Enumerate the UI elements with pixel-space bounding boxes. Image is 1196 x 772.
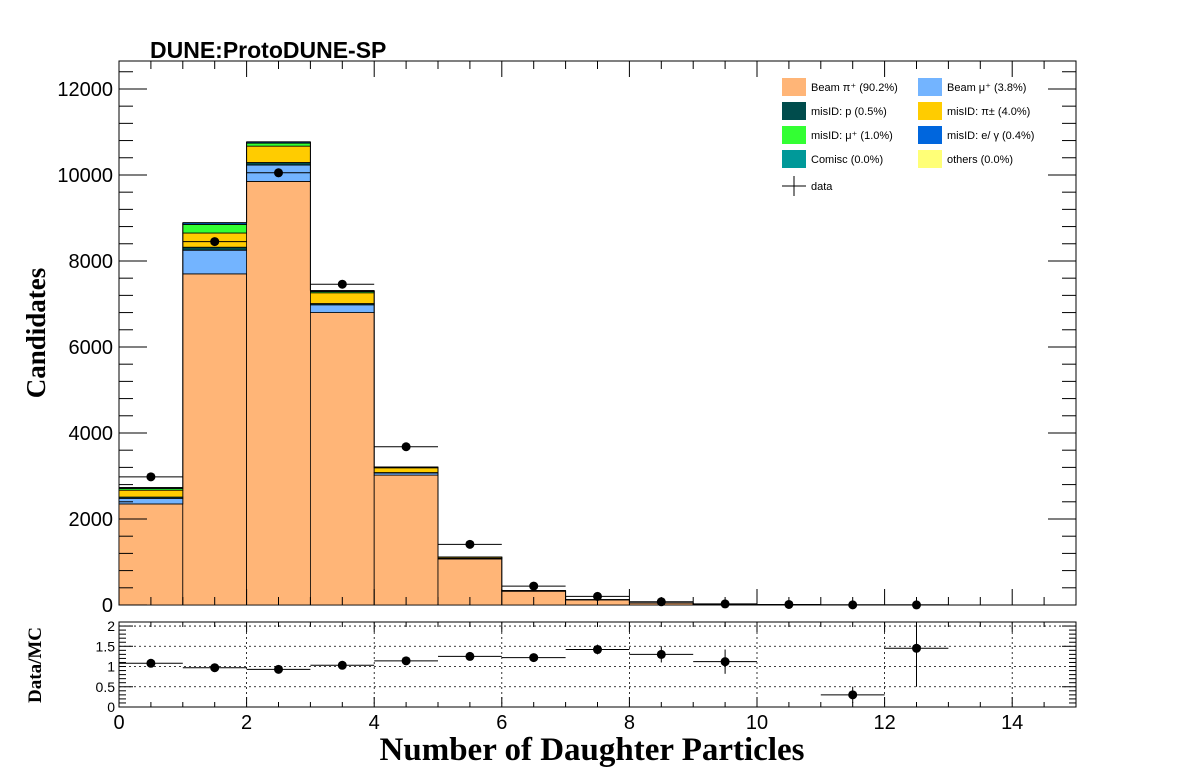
bar-segment bbox=[182, 246, 248, 251]
bar-segment bbox=[182, 224, 248, 234]
legend-label-data: data bbox=[811, 181, 833, 193]
x-tick-label: 4 bbox=[369, 712, 380, 734]
ratio-grid bbox=[119, 622, 1076, 707]
y-tick-label: 6000 bbox=[69, 337, 114, 359]
legend-label: misID: p (0.5%) bbox=[811, 106, 887, 118]
legend-label: Beam π⁺ (90.2%) bbox=[811, 82, 898, 94]
data-point bbox=[146, 472, 156, 482]
x-tick-label: 10 bbox=[746, 712, 768, 734]
ratio-point bbox=[210, 663, 220, 673]
ratio-point bbox=[274, 664, 283, 674]
bar-segment bbox=[309, 304, 375, 313]
y-axis-label: Candidates bbox=[21, 268, 51, 399]
ratio-point bbox=[465, 651, 475, 661]
y-tick-label: 0 bbox=[102, 595, 113, 617]
data-point bbox=[720, 599, 730, 609]
y-tick-label: 4000 bbox=[69, 423, 114, 445]
ratio-y-tick-label: 1 bbox=[107, 659, 115, 675]
bar-segment bbox=[118, 489, 184, 498]
legend-swatch bbox=[918, 102, 942, 120]
legend-swatch bbox=[918, 150, 942, 168]
data-point bbox=[274, 168, 283, 178]
legend-label: Beam μ⁺ (3.8%) bbox=[947, 82, 1026, 94]
legend-swatch bbox=[918, 126, 942, 144]
ratio-point bbox=[146, 658, 156, 668]
legend-swatch bbox=[782, 126, 806, 144]
ratio-points bbox=[119, 622, 949, 703]
ratio-point bbox=[529, 653, 539, 663]
bar-segment bbox=[373, 467, 439, 473]
x-tick-label: 6 bbox=[496, 712, 507, 734]
data-point bbox=[656, 597, 666, 607]
ratio-plot-frame bbox=[118, 621, 1077, 708]
x-tick-label: 8 bbox=[624, 712, 635, 734]
data-point bbox=[465, 539, 475, 549]
y-tick-label: 12000 bbox=[57, 79, 113, 101]
data-point bbox=[401, 442, 411, 452]
ratio-axes: 0 0.5 1 1.5 2 0 2 4 6 8 10 12 14 bbox=[96, 618, 1077, 734]
ratio-y-tick-label: 0.5 bbox=[96, 679, 116, 695]
ratio-point bbox=[912, 643, 921, 653]
y-tick-label: 2000 bbox=[69, 509, 114, 531]
ratio-y-axis-label: Data/MC bbox=[25, 627, 46, 703]
legend-label: others (0.0%) bbox=[947, 154, 1013, 166]
y-tick-label: 8000 bbox=[69, 251, 114, 273]
data-point bbox=[337, 279, 347, 289]
bar-segment bbox=[373, 474, 439, 606]
legend-label: misID: e/ γ (0.4%) bbox=[947, 130, 1034, 142]
bar-segment bbox=[182, 249, 248, 275]
ratio-y-tick-label: 0 bbox=[107, 699, 115, 715]
data-points bbox=[119, 168, 949, 610]
x-tick-label: 14 bbox=[1001, 712, 1023, 734]
data-point bbox=[784, 599, 794, 609]
bar-segment bbox=[182, 273, 248, 606]
data-point bbox=[848, 600, 858, 610]
bar-segment bbox=[309, 312, 375, 606]
chart-title: DUNE:ProtoDUNE-SP bbox=[150, 37, 386, 63]
data-point bbox=[529, 581, 539, 591]
bar-segment bbox=[118, 497, 184, 505]
data-point bbox=[210, 237, 220, 247]
bar-segment bbox=[309, 292, 375, 304]
data-point bbox=[593, 591, 602, 601]
ratio-point bbox=[593, 645, 602, 655]
legend-swatch bbox=[782, 78, 806, 96]
main-axes: 0 2000 4000 6000 8000 10000 12000 bbox=[57, 61, 1077, 617]
y-tick-label: 10000 bbox=[57, 165, 113, 187]
stacked-bars bbox=[118, 141, 949, 606]
x-tick-label: 12 bbox=[873, 712, 895, 734]
x-tick-label: 2 bbox=[241, 712, 252, 734]
legend-label: misID: π± (4.0%) bbox=[947, 106, 1030, 118]
legend-label: misID: μ⁺ (1.0%) bbox=[811, 130, 893, 142]
ratio-y-tick-label: 1.5 bbox=[96, 638, 116, 654]
legend-swatch bbox=[782, 150, 806, 168]
x-tick-label: 0 bbox=[113, 712, 124, 734]
bar-segment bbox=[246, 181, 311, 606]
legend: Beam π⁺ (90.2%) Beam μ⁺ (3.8%) misID: p (0… bbox=[782, 78, 1034, 196]
ratio-y-tick-label: 2 bbox=[107, 618, 115, 634]
ratio-point bbox=[656, 649, 666, 659]
legend-label: Comisc (0.0%) bbox=[811, 154, 883, 166]
bar-segment bbox=[246, 142, 311, 147]
legend-swatch bbox=[782, 102, 806, 120]
data-point bbox=[912, 600, 921, 610]
ratio-point bbox=[401, 656, 411, 666]
ratio-point bbox=[720, 657, 730, 667]
bar-segment bbox=[246, 145, 311, 163]
legend-swatch bbox=[918, 78, 942, 96]
ratio-point bbox=[848, 690, 858, 700]
x-axis-label: Number of Daughter Particles bbox=[380, 732, 805, 768]
ratio-point bbox=[337, 660, 347, 670]
